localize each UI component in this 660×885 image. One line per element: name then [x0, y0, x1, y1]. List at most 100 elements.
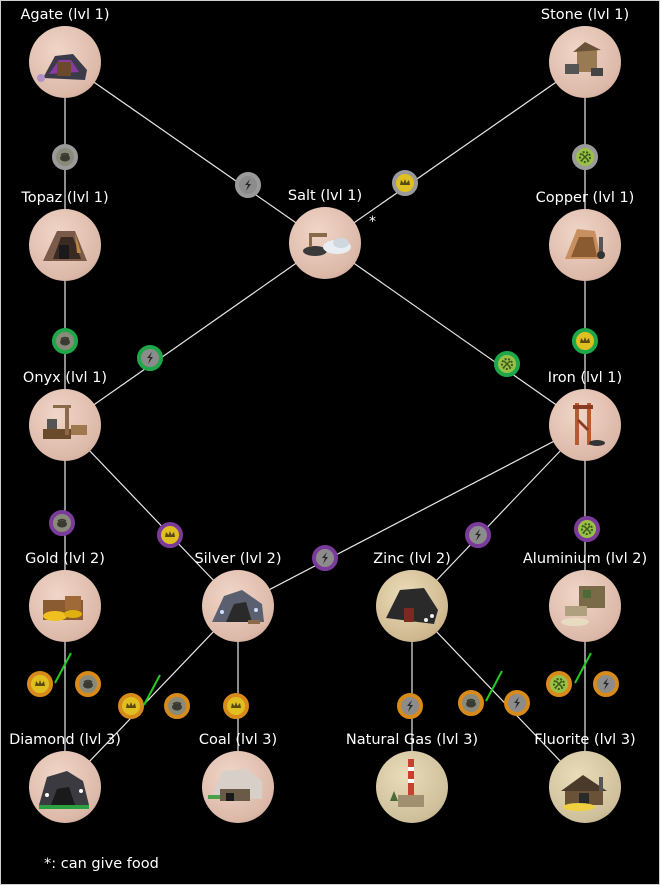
- edge-iron-zinc: [411, 424, 586, 607]
- lightning-symbol: [315, 548, 335, 568]
- footnote: *: can give food: [44, 856, 159, 872]
- lightning-resource-icon[interactable]: [137, 345, 163, 371]
- node-aluminium[interactable]: [549, 570, 621, 642]
- node-agate[interactable]: [29, 26, 101, 98]
- node-label: Salt (lvl 1): [287, 188, 363, 204]
- edge-zinc-fluorite: [411, 605, 586, 788]
- silver-mine-icon: [212, 590, 264, 624]
- lightning-resource-icon[interactable]: [465, 522, 491, 548]
- node-label: Topaz (lvl 1): [21, 190, 109, 206]
- node-natural-gas[interactable]: [376, 751, 448, 823]
- coal-mine-icon: [208, 769, 262, 801]
- food-resource-icon[interactable]: [52, 328, 78, 354]
- gear-resource-icon[interactable]: [494, 351, 520, 377]
- node-fluorite[interactable]: [549, 751, 621, 823]
- crown-resource-icon[interactable]: [27, 671, 53, 697]
- node-label: Copper (lvl 1): [535, 190, 635, 206]
- crown-resource-icon[interactable]: [572, 328, 598, 354]
- gear-resource-icon[interactable]: [546, 671, 572, 697]
- node-label: Diamond (lvl 3): [9, 732, 121, 748]
- node-zinc[interactable]: [376, 570, 448, 642]
- node-label: Iron (lvl 1): [547, 370, 623, 386]
- lightning-resource-icon[interactable]: [593, 671, 619, 697]
- node-label: Aluminium (lvl 2): [522, 551, 648, 567]
- node-salt[interactable]: [289, 207, 361, 279]
- node-gold[interactable]: [29, 570, 101, 642]
- crown-resource-icon[interactable]: [223, 693, 249, 719]
- food-symbol: [55, 147, 75, 167]
- gear-symbol: [549, 674, 569, 694]
- lightning-resource-icon[interactable]: [312, 545, 338, 571]
- food-marker: *: [369, 214, 376, 230]
- food-resource-icon[interactable]: [52, 144, 78, 170]
- onyx-mine-icon: [43, 405, 87, 439]
- lightning-symbol: [507, 693, 527, 713]
- food-symbol: [78, 674, 98, 694]
- food-resource-icon[interactable]: [75, 671, 101, 697]
- lightning-resource-icon[interactable]: [397, 693, 423, 719]
- lightning-symbol: [238, 175, 258, 195]
- lightning-symbol: [400, 696, 420, 716]
- node-silver[interactable]: [202, 570, 274, 642]
- food-symbol: [55, 331, 75, 351]
- food-symbol: [461, 693, 481, 713]
- lightning-symbol: [140, 348, 160, 368]
- node-label: Coal (lvl 3): [198, 732, 278, 748]
- edge-silver-diamond: [64, 605, 239, 788]
- topaz-mine-icon: [43, 231, 87, 261]
- crown-symbol: [395, 173, 415, 193]
- iron-mine-icon: [573, 403, 605, 446]
- node-stone[interactable]: [549, 26, 621, 98]
- edge-salt-onyx: [64, 242, 326, 426]
- zinc-mine-icon: [386, 588, 438, 624]
- node-label: Gold (lvl 2): [25, 551, 105, 567]
- natural-gas-mine-icon: [390, 759, 424, 807]
- lightning-symbol: [468, 525, 488, 545]
- gear-resource-icon[interactable]: [572, 144, 598, 170]
- gear-symbol: [577, 519, 597, 539]
- node-coal[interactable]: [202, 751, 274, 823]
- crown-symbol: [30, 674, 50, 694]
- crown-symbol: [226, 696, 246, 716]
- node-label: Stone (lvl 1): [540, 7, 630, 23]
- node-iron[interactable]: [549, 389, 621, 461]
- lightning-symbol: [596, 674, 616, 694]
- crown-resource-icon[interactable]: [118, 693, 144, 719]
- edge-iron-silver: [237, 424, 586, 607]
- node-label: Fluorite (lvl 3): [534, 732, 636, 748]
- gear-symbol: [575, 147, 595, 167]
- node-diamond[interactable]: [29, 751, 101, 823]
- crown-symbol: [160, 525, 180, 545]
- aluminium-mine-icon: [561, 586, 605, 626]
- node-onyx[interactable]: [29, 389, 101, 461]
- diamond-mine-icon: [39, 771, 89, 809]
- gold-mine-icon: [43, 596, 83, 621]
- gear-resource-icon[interactable]: [574, 516, 600, 542]
- crown-symbol: [575, 331, 595, 351]
- stone-mine-icon: [565, 42, 603, 76]
- node-label: Silver (lvl 2): [194, 551, 282, 567]
- crown-resource-icon[interactable]: [157, 522, 183, 548]
- fluorite-mine-icon: [561, 775, 607, 811]
- crown-symbol: [121, 696, 141, 716]
- edge-onyx-silver: [64, 424, 239, 607]
- node-label: Agate (lvl 1): [20, 7, 110, 23]
- copper-mine-icon: [565, 229, 605, 259]
- food-resource-icon[interactable]: [49, 510, 75, 536]
- lightning-resource-icon[interactable]: [235, 172, 261, 198]
- lightning-resource-icon[interactable]: [504, 690, 530, 716]
- node-label: Natural Gas (lvl 3): [345, 732, 479, 748]
- node-copper[interactable]: [549, 209, 621, 281]
- food-symbol: [167, 696, 187, 716]
- node-topaz[interactable]: [29, 209, 101, 281]
- edge-salt-iron: [324, 242, 586, 426]
- agate-mine-icon: [37, 54, 87, 82]
- salt-mine-icon: [303, 233, 351, 256]
- food-resource-icon[interactable]: [164, 693, 190, 719]
- food-resource-icon[interactable]: [458, 690, 484, 716]
- crown-resource-icon[interactable]: [392, 170, 418, 196]
- node-label: Onyx (lvl 1): [22, 370, 108, 386]
- gear-symbol: [497, 354, 517, 374]
- edge-agate-salt: [64, 61, 326, 244]
